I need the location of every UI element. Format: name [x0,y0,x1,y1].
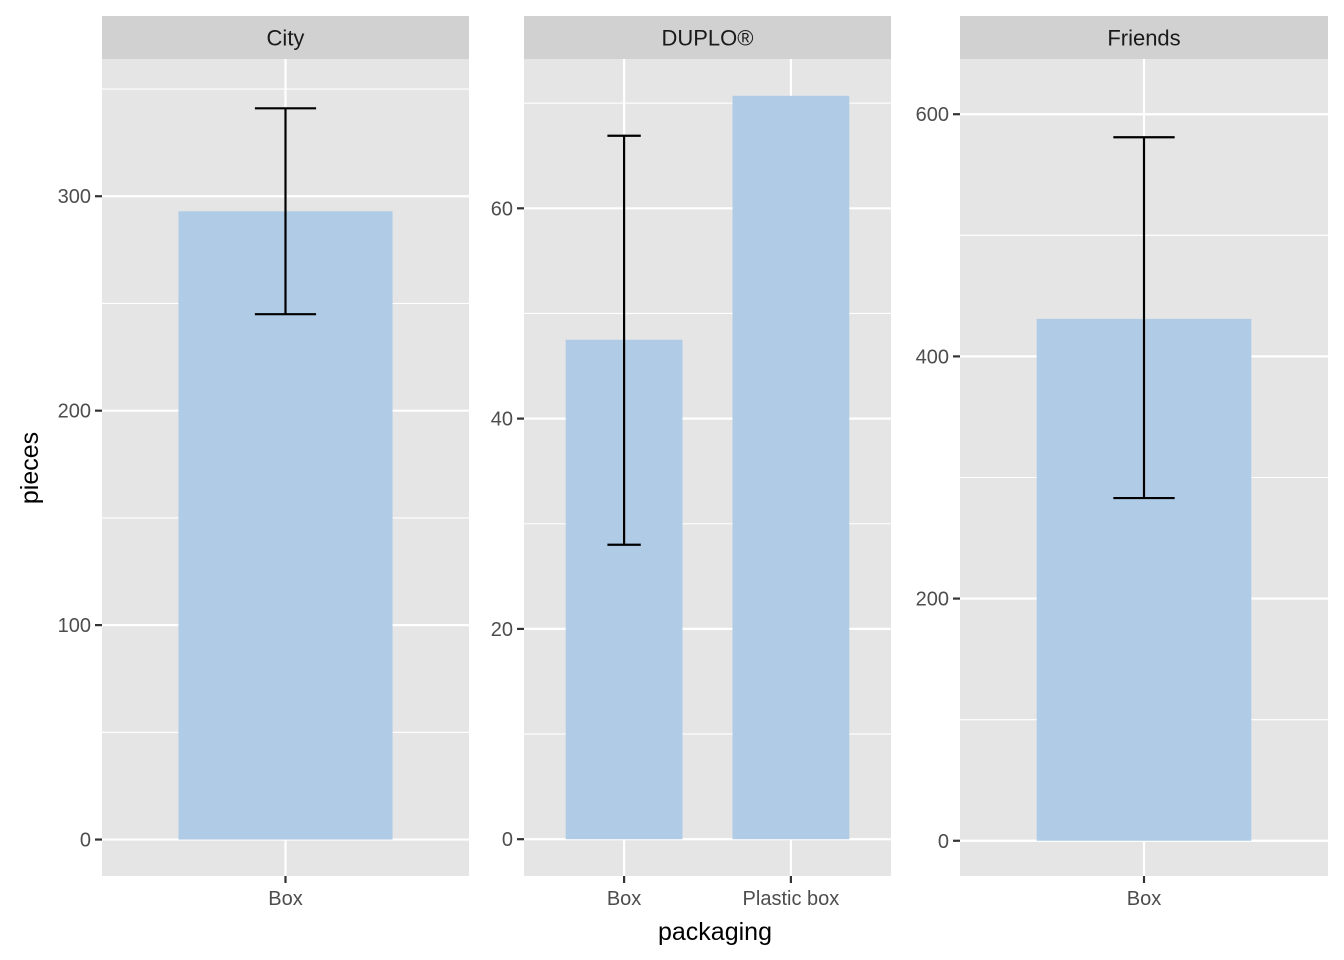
y-tick-label: 200 [916,589,949,611]
facet-strip [102,16,469,59]
facet-strip-label: DUPLO® [661,26,753,51]
x-tick-label: Box [607,888,641,910]
y-axis-title: pieces [16,432,44,504]
y-tick-label: 60 [491,198,513,220]
y-tick-label: 300 [58,186,91,208]
error-bar [1113,136,1175,500]
y-tick-label: 0 [502,829,513,851]
facet-strip-label: City [267,26,305,51]
x-axis-title: packaging [658,918,772,946]
bar-box [178,211,393,840]
facet-panel-0: City 0 100 200 300 Box [58,16,469,910]
y-tick-label: 200 [58,401,91,423]
y-tick-label: 0 [938,831,949,853]
facet-strip [960,16,1328,59]
facet-panel-2: Friends 0 200 400 600 Box [916,16,1328,910]
y-tick-label: 40 [491,409,513,431]
bar-plastic-box [732,95,850,840]
error-bar [254,107,317,316]
facet-strip [524,16,891,59]
facet-strip-label: Friends [1107,26,1180,51]
x-tick-label: Box [268,888,302,910]
y-tick-label: 100 [58,615,91,637]
x-tick-label: Box [1127,888,1161,910]
x-tick-label: Plastic box [743,888,840,910]
y-tick-label: 0 [80,830,91,852]
y-tick-label: 20 [491,619,513,641]
facet-panel-1: DUPLO® 0 20 40 60 Box Plastic box [491,16,891,910]
error-bar [607,134,641,546]
y-tick-label: 400 [916,346,949,368]
y-tick-label: 600 [916,104,949,126]
